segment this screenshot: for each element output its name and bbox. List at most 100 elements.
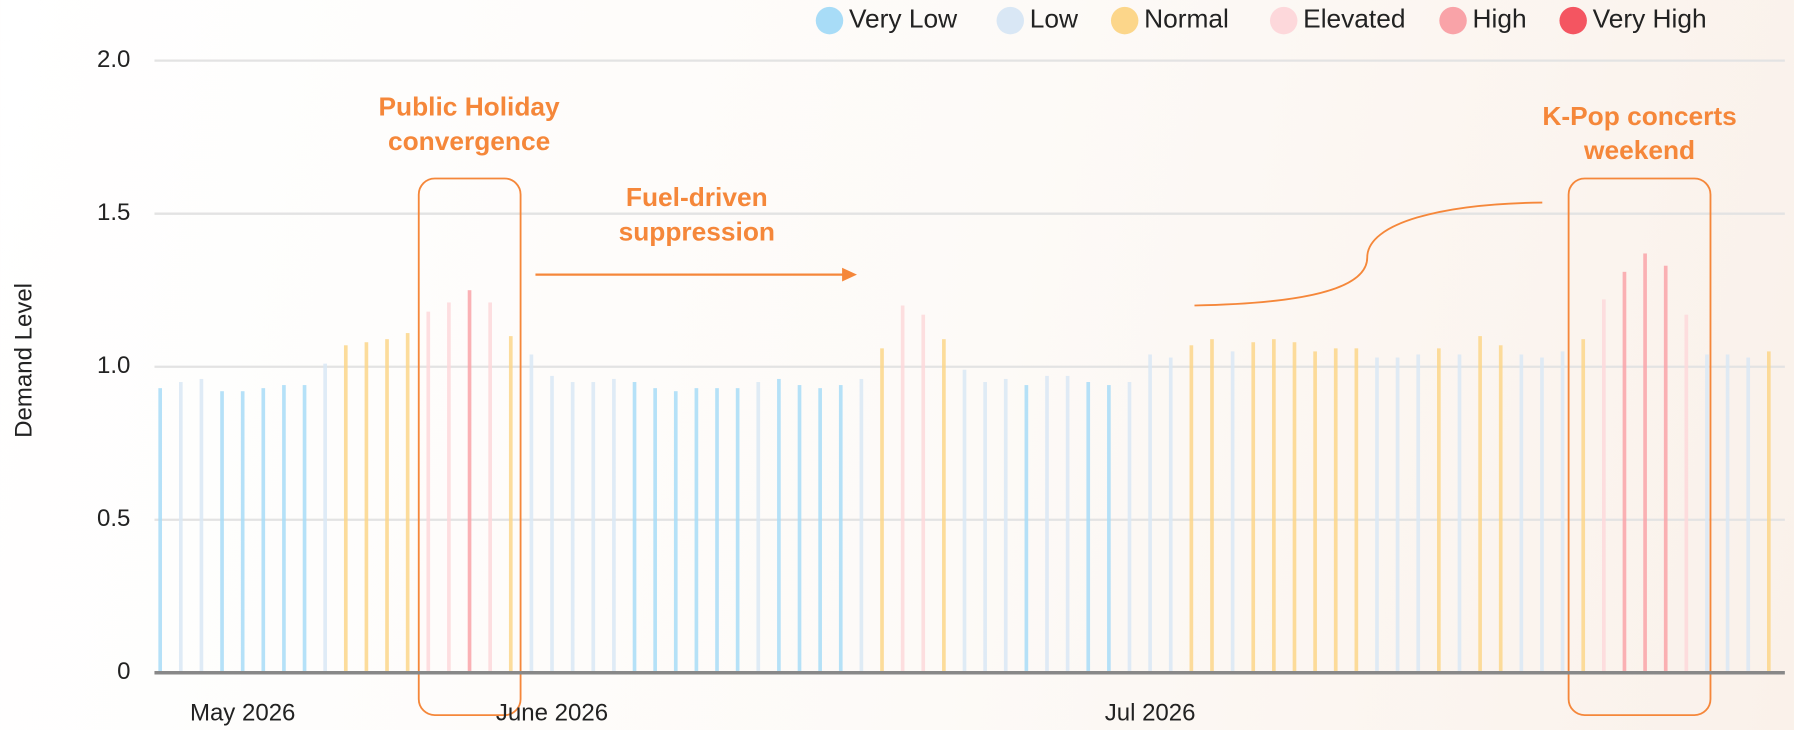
legend-label: High (1472, 4, 1526, 34)
bar (178, 382, 183, 673)
bar (302, 385, 307, 673)
bar (1086, 382, 1091, 673)
x-tick-label: May 2026 (190, 699, 295, 726)
y-tick-label: 0 (117, 658, 130, 685)
bar (261, 388, 266, 673)
bar (1437, 348, 1441, 673)
bar (1581, 339, 1586, 673)
bar (818, 388, 822, 673)
y-tick-label: 0.5 (97, 505, 130, 532)
bar (1684, 314, 1689, 673)
legend-swatch (996, 6, 1024, 35)
bar (158, 388, 163, 673)
bar (1746, 357, 1751, 673)
bar (405, 333, 410, 673)
bar (1519, 354, 1524, 673)
y-tick-label: 1.0 (97, 352, 130, 379)
bar (508, 336, 513, 673)
bar (220, 391, 224, 673)
legend-swatch (815, 6, 844, 35)
bar (1478, 336, 1482, 673)
bar (1457, 354, 1462, 673)
legend-label: Very High (1593, 4, 1707, 34)
bar (673, 391, 678, 673)
bar (550, 375, 554, 673)
bar (1643, 253, 1647, 673)
bar (653, 388, 657, 673)
legend-label: Low (1030, 4, 1079, 34)
bar (343, 345, 348, 673)
kpop-connector (1194, 201, 1543, 307)
bar (612, 378, 616, 673)
bar (1065, 375, 1070, 673)
bar (1168, 357, 1173, 673)
bar (1292, 342, 1297, 673)
bar (1725, 354, 1730, 673)
bar (983, 382, 987, 673)
bar (1003, 378, 1008, 673)
arrow-head (842, 267, 857, 282)
bar (756, 382, 761, 673)
bar (715, 388, 719, 673)
bar (488, 302, 492, 673)
bar (1705, 354, 1709, 673)
bar (1272, 339, 1276, 673)
bar (364, 342, 369, 673)
bar (1766, 351, 1771, 673)
bar (1375, 357, 1379, 673)
bar (467, 290, 472, 673)
bar (1333, 348, 1338, 673)
x-tick-label: June 2026 (496, 699, 608, 726)
bar (777, 378, 781, 673)
bar (1230, 351, 1235, 673)
bar (921, 314, 926, 673)
bar (1107, 385, 1111, 673)
bar (529, 354, 534, 673)
annotation: suppression (619, 216, 775, 246)
bar (385, 339, 389, 673)
bar (735, 388, 740, 673)
y-axis-label: Demand Level (11, 283, 38, 438)
bar (1251, 342, 1256, 673)
bar (797, 385, 802, 673)
bar (1395, 357, 1400, 673)
annotation: Public Holiday (378, 92, 560, 122)
bar (1148, 354, 1152, 673)
bar (1210, 339, 1214, 673)
bar (1024, 385, 1029, 673)
bar (1045, 375, 1049, 673)
bar (880, 348, 884, 673)
bar (1127, 382, 1132, 673)
bar (323, 363, 327, 673)
holiday-box (417, 177, 522, 717)
bar (1622, 271, 1627, 673)
kpop-box (1567, 177, 1712, 717)
annotation: convergence (388, 126, 550, 156)
bar (1560, 351, 1565, 673)
bars (158, 253, 1771, 673)
bar (1602, 299, 1606, 673)
y-tick-label: 2.0 (97, 46, 130, 73)
legend-swatch (1439, 6, 1467, 35)
bar (962, 369, 967, 673)
bar (240, 391, 245, 673)
legend-label: Elevated (1303, 4, 1405, 34)
annotation: weekend (1583, 135, 1695, 165)
bar (591, 382, 596, 673)
bar (900, 305, 905, 673)
bar (1540, 357, 1544, 673)
legend-swatch (1269, 6, 1298, 35)
bar (859, 378, 864, 673)
bar (426, 311, 431, 673)
x-tick-label: Jul 2026 (1105, 699, 1196, 726)
bar (1498, 345, 1503, 673)
bar (282, 385, 286, 673)
bar (694, 388, 699, 673)
legend-label: Very Low (849, 4, 958, 34)
bar (942, 339, 946, 673)
bar (199, 378, 204, 673)
legend-swatch (1110, 6, 1139, 35)
bar (447, 302, 451, 673)
legend-swatch (1559, 6, 1587, 35)
